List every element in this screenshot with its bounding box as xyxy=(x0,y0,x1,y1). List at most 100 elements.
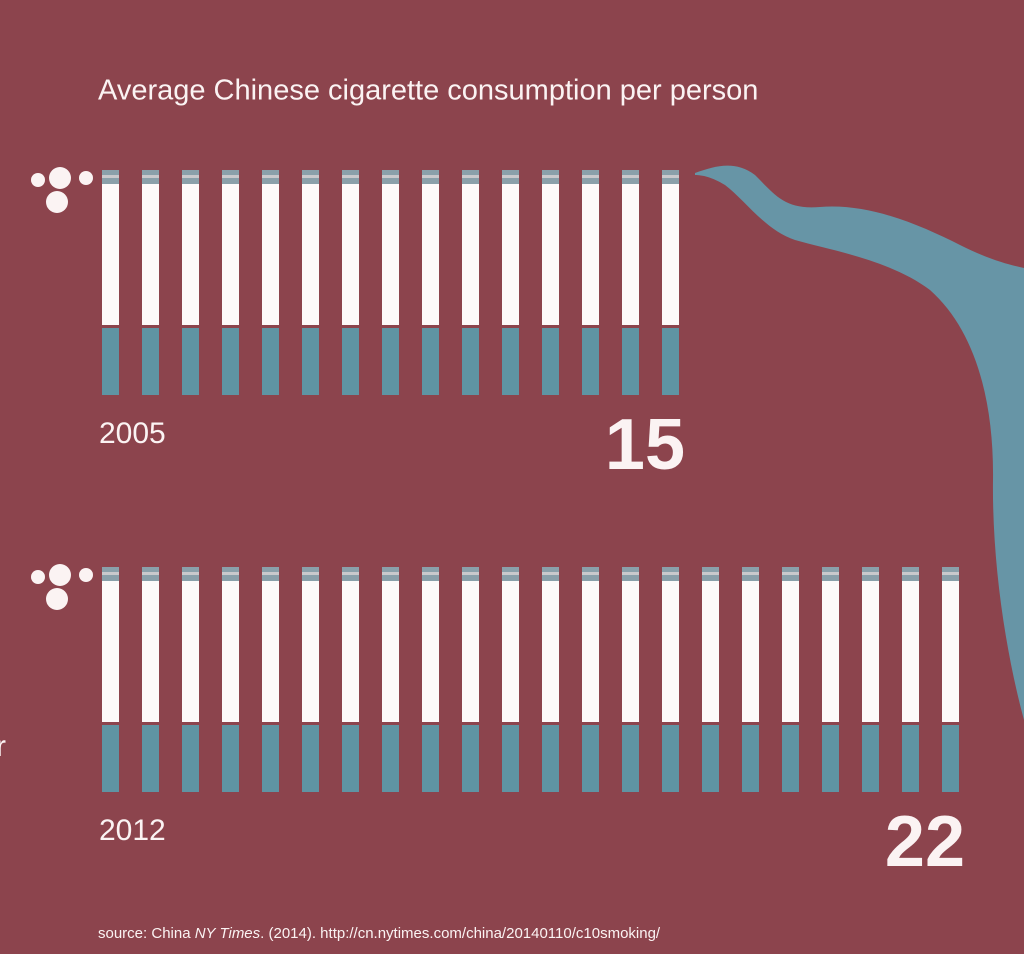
cigarette-filter xyxy=(902,725,919,792)
cigarette-filter xyxy=(262,725,279,792)
cigarette-stripe xyxy=(622,572,639,575)
cigarette-filter xyxy=(542,328,559,395)
cigarette-paper xyxy=(382,581,399,722)
source-text: . (2014). http://cn.nytimes.com/china/20… xyxy=(260,925,661,942)
cigarette-filter xyxy=(542,725,559,792)
cigarette-stripe xyxy=(222,175,239,178)
cigarette-paper xyxy=(942,581,959,722)
cigarette-paper xyxy=(662,184,679,325)
cigarette-filter xyxy=(342,328,359,395)
cigarette-filter xyxy=(102,725,119,792)
cigarette-stripe xyxy=(262,175,279,178)
cigarette-stripe xyxy=(222,572,239,575)
cigarette-paper xyxy=(702,581,719,722)
pictograph-row xyxy=(102,567,959,792)
value-label: 15 xyxy=(605,405,685,485)
cigarette-paper xyxy=(622,581,639,722)
cigarette-paper xyxy=(462,184,479,325)
cigarette-filter xyxy=(662,328,679,395)
source: source: China NY Times. (2014). http://c… xyxy=(98,925,661,942)
cigarette-stripe xyxy=(582,175,599,178)
cigarette-paper xyxy=(102,184,119,325)
cigarette-filter xyxy=(302,328,319,395)
icon xyxy=(31,173,45,187)
cigarette-stripe xyxy=(302,572,319,575)
cigarette-paper xyxy=(502,184,519,325)
cigarette-paper xyxy=(582,581,599,722)
cigarette-filter xyxy=(502,328,519,395)
cigarette-paper xyxy=(622,184,639,325)
cigarette-stripe xyxy=(662,175,679,178)
cigarette-filter xyxy=(662,725,679,792)
cigarette-filter xyxy=(422,725,439,792)
cigarette-stripe xyxy=(782,572,799,575)
cigarette-stripe xyxy=(582,572,599,575)
cigarette-stripe xyxy=(102,572,119,575)
cigarette-paper xyxy=(222,184,239,325)
cigarette-paper xyxy=(302,184,319,325)
cigarette-paper xyxy=(142,184,159,325)
cigarette-filter xyxy=(422,328,439,395)
cigarette-stripe xyxy=(342,175,359,178)
icon xyxy=(49,564,71,586)
cigarette-paper xyxy=(222,581,239,722)
cigarette-filter xyxy=(182,328,199,395)
cigarette-filter xyxy=(302,725,319,792)
source-text: NY Times xyxy=(195,925,261,942)
cigarette-stripe xyxy=(742,572,759,575)
cigarette-filter xyxy=(782,725,799,792)
chart-title: Average Chinese cigarette consumption pe… xyxy=(98,75,758,107)
cigarette-paper xyxy=(422,184,439,325)
cigarette-stripe xyxy=(862,572,879,575)
cigarette-stripe xyxy=(342,572,359,575)
source-text: source: China xyxy=(98,925,195,942)
cigarette-filter xyxy=(182,725,199,792)
cigarette-paper xyxy=(422,581,439,722)
cigarette-stripe xyxy=(502,175,519,178)
cigarette-stripe xyxy=(382,572,399,575)
cigarette-stripe xyxy=(822,572,839,575)
cigarette-stripe xyxy=(462,572,479,575)
cigarette-stripe xyxy=(702,572,719,575)
icon xyxy=(46,588,68,610)
cigarette-filter xyxy=(742,725,759,792)
cigarette-stripe xyxy=(142,175,159,178)
cigarette-paper xyxy=(822,581,839,722)
cigarette-stripe xyxy=(422,572,439,575)
cigarette-paper xyxy=(662,581,679,722)
cigarette-stripe xyxy=(462,175,479,178)
cigarette-paper xyxy=(382,184,399,325)
cigarette-stripe xyxy=(422,175,439,178)
cigarette-stripe xyxy=(662,572,679,575)
category-label: 2005 xyxy=(99,417,166,450)
cigarette-stripe xyxy=(942,572,959,575)
cigarette-filter xyxy=(382,725,399,792)
cigarette-paper xyxy=(902,581,919,722)
cigarette-filter xyxy=(582,725,599,792)
cigarette-paper xyxy=(342,581,359,722)
cigarette-filter xyxy=(502,725,519,792)
cigarette-paper xyxy=(542,581,559,722)
cigarette-filter xyxy=(222,328,239,395)
cigarette-filter xyxy=(622,328,639,395)
cigarette-stripe xyxy=(142,572,159,575)
cigarette-filter xyxy=(142,328,159,395)
cigarette-stripe xyxy=(542,175,559,178)
cigarette-filter xyxy=(942,725,959,792)
cigarette-stripe xyxy=(382,175,399,178)
cigarette-filter xyxy=(582,328,599,395)
cigarette-stripe xyxy=(182,572,199,575)
value-label: 22 xyxy=(885,802,965,882)
cigarette-filter xyxy=(222,725,239,792)
cigarette-paper xyxy=(102,581,119,722)
cigarette-paper xyxy=(142,581,159,722)
cigarette-filter xyxy=(822,725,839,792)
cigarette-filter xyxy=(462,725,479,792)
cigarette-paper xyxy=(342,184,359,325)
cigarette-paper xyxy=(262,184,279,325)
cigarette-filter xyxy=(102,328,119,395)
icon xyxy=(49,167,71,189)
category-label: 2012 xyxy=(99,814,166,847)
